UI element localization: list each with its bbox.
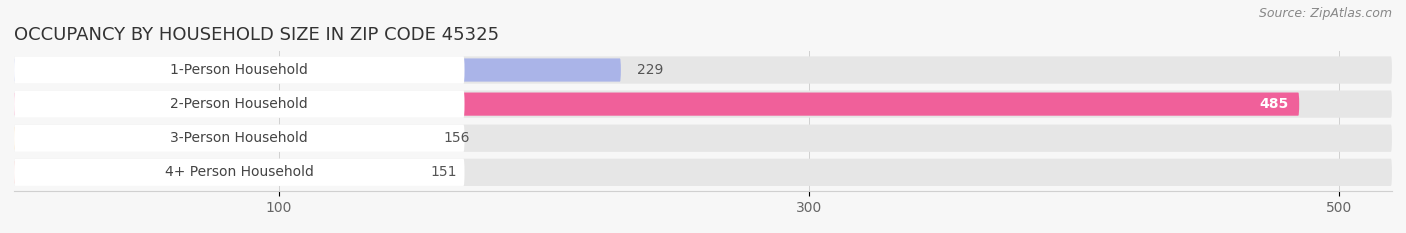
- Text: 3-Person Household: 3-Person Household: [170, 131, 308, 145]
- FancyBboxPatch shape: [14, 58, 621, 82]
- FancyBboxPatch shape: [14, 159, 464, 186]
- Text: 151: 151: [430, 165, 457, 179]
- Text: 229: 229: [637, 63, 664, 77]
- Text: 2-Person Household: 2-Person Household: [170, 97, 308, 111]
- Text: 485: 485: [1260, 97, 1289, 111]
- FancyBboxPatch shape: [14, 90, 1392, 118]
- Text: OCCUPANCY BY HOUSEHOLD SIZE IN ZIP CODE 45325: OCCUPANCY BY HOUSEHOLD SIZE IN ZIP CODE …: [14, 26, 499, 44]
- FancyBboxPatch shape: [14, 125, 464, 152]
- FancyBboxPatch shape: [14, 125, 1392, 152]
- Text: Source: ZipAtlas.com: Source: ZipAtlas.com: [1258, 7, 1392, 20]
- FancyBboxPatch shape: [14, 56, 1392, 84]
- Text: 1-Person Household: 1-Person Household: [170, 63, 308, 77]
- FancyBboxPatch shape: [14, 159, 1392, 186]
- FancyBboxPatch shape: [14, 93, 1299, 116]
- FancyBboxPatch shape: [14, 161, 415, 184]
- Text: 156: 156: [443, 131, 470, 145]
- FancyBboxPatch shape: [14, 127, 427, 150]
- FancyBboxPatch shape: [14, 90, 464, 118]
- FancyBboxPatch shape: [14, 56, 464, 84]
- Text: 4+ Person Household: 4+ Person Household: [165, 165, 314, 179]
